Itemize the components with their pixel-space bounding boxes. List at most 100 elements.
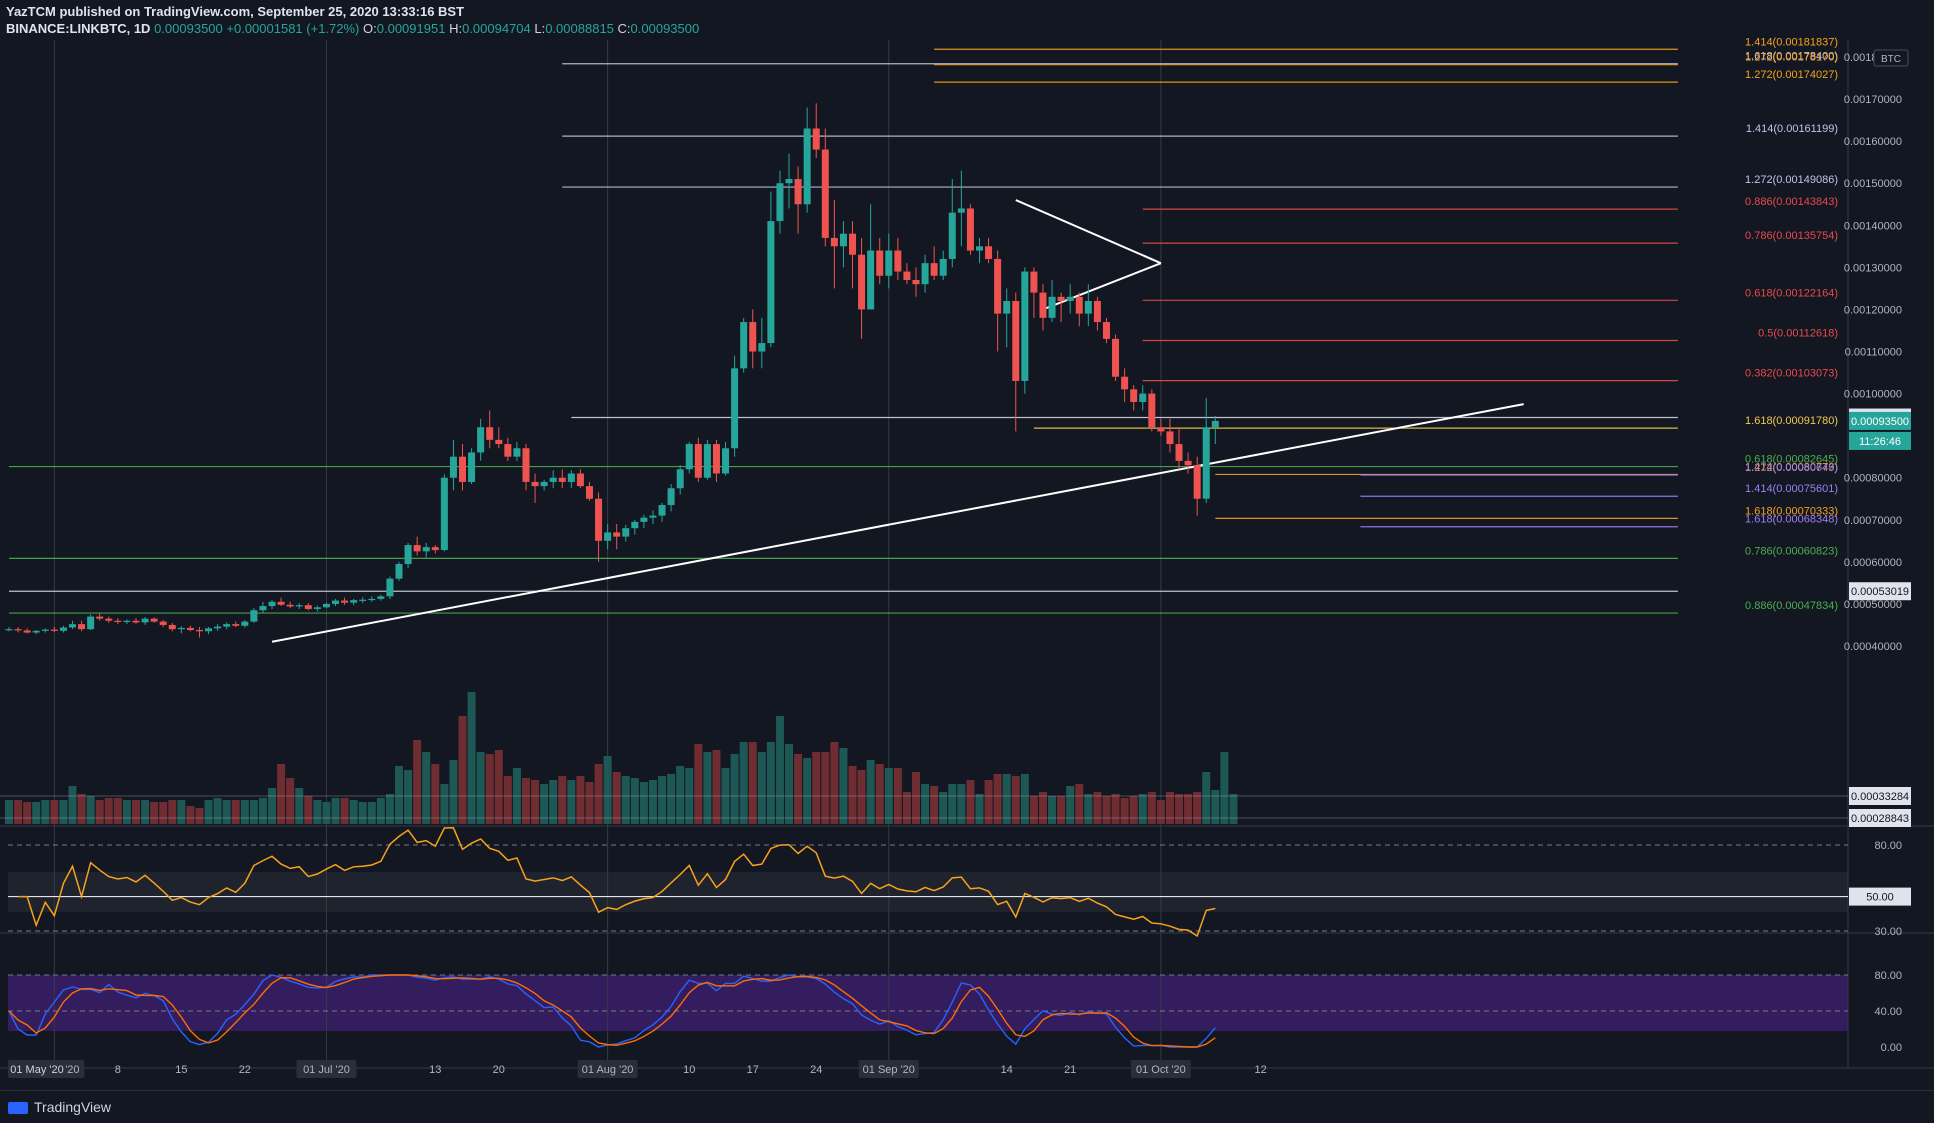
tradingview-logo[interactable]: TradingView: [8, 1099, 111, 1115]
candle-body[interactable]: [195, 630, 203, 632]
candle-body[interactable]: [703, 444, 711, 478]
candle-body[interactable]: [123, 620, 131, 622]
candle-body[interactable]: [1039, 292, 1047, 318]
candle-body[interactable]: [885, 250, 893, 276]
candle-body[interactable]: [350, 600, 358, 603]
candle-body[interactable]: [259, 606, 267, 611]
candle-body[interactable]: [595, 498, 603, 541]
candle-body[interactable]: [540, 481, 548, 487]
candle-body[interactable]: [576, 473, 584, 487]
candle-body[interactable]: [68, 624, 76, 628]
candle-body[interactable]: [322, 603, 330, 608]
candle-body[interactable]: [994, 258, 1002, 314]
trendline[interactable]: [1015, 199, 1162, 265]
candle-body[interactable]: [1184, 460, 1192, 466]
candle-body[interactable]: [1093, 301, 1101, 323]
candle-body[interactable]: [241, 621, 249, 626]
candle-body[interactable]: [830, 237, 838, 247]
candle-body[interactable]: [966, 208, 974, 251]
candle-body[interactable]: [740, 322, 748, 369]
candle-body[interactable]: [1003, 301, 1011, 314]
candle-body[interactable]: [1075, 296, 1083, 314]
candle-body[interactable]: [767, 221, 775, 344]
candle-body[interactable]: [268, 601, 276, 607]
candle-body[interactable]: [232, 624, 240, 626]
candle-body[interactable]: [985, 246, 993, 259]
candle-body[interactable]: [87, 616, 95, 630]
candle-body[interactable]: [332, 600, 340, 604]
candle-body[interactable]: [1112, 338, 1120, 377]
candle-body[interactable]: [722, 448, 730, 474]
candle-body[interactable]: [640, 517, 648, 522]
candle-body[interactable]: [223, 624, 231, 627]
candle-body[interactable]: [141, 618, 149, 623]
candle-body[interactable]: [567, 473, 575, 482]
candle-body[interactable]: [1102, 322, 1110, 339]
candle-body[interactable]: [585, 486, 593, 499]
candle-body[interactable]: [477, 427, 485, 453]
candle-body[interactable]: [504, 444, 512, 457]
candle-body[interactable]: [948, 212, 956, 259]
candle-body[interactable]: [440, 477, 448, 551]
candle-body[interactable]: [186, 627, 194, 631]
candle-body[interactable]: [495, 439, 503, 445]
candle-body[interactable]: [1030, 271, 1038, 293]
candle-body[interactable]: [96, 616, 104, 619]
candle-body[interactable]: [422, 547, 430, 552]
candle-body[interactable]: [1021, 271, 1029, 381]
candle-body[interactable]: [1193, 465, 1201, 499]
candle-body[interactable]: [957, 208, 965, 213]
candle-body[interactable]: [658, 505, 666, 516]
candle-body[interactable]: [1139, 393, 1147, 402]
candle-body[interactable]: [114, 620, 122, 622]
candle-body[interactable]: [59, 627, 67, 631]
candle-body[interactable]: [132, 620, 140, 623]
candle-body[interactable]: [667, 488, 675, 506]
candle-body[interactable]: [205, 628, 213, 632]
candle-body[interactable]: [5, 629, 13, 631]
candle-body[interactable]: [286, 604, 294, 607]
candle-body[interactable]: [604, 532, 612, 541]
candle-body[interactable]: [622, 528, 630, 537]
candle-body[interactable]: [858, 254, 866, 310]
candle-body[interactable]: [78, 624, 86, 630]
candle-body[interactable]: [1130, 389, 1138, 402]
candle-body[interactable]: [712, 444, 720, 474]
candle-body[interactable]: [395, 563, 403, 579]
candle-body[interactable]: [1166, 431, 1174, 445]
candle-body[interactable]: [549, 477, 557, 482]
candle-body[interactable]: [431, 547, 439, 551]
candle-body[interactable]: [159, 621, 167, 625]
candle-body[interactable]: [803, 128, 811, 205]
candle-body[interactable]: [812, 128, 820, 150]
candle-body[interactable]: [685, 444, 693, 470]
candle-body[interactable]: [295, 605, 303, 607]
candle-body[interactable]: [676, 469, 684, 489]
candle-body[interactable]: [404, 545, 412, 564]
candle-body[interactable]: [368, 598, 376, 601]
currency-badge[interactable]: [1873, 49, 1909, 67]
candle-body[interactable]: [894, 250, 902, 272]
candle-body[interactable]: [386, 578, 394, 597]
candle-body[interactable]: [341, 600, 349, 603]
chart-canvas[interactable]: 0.001800000.001700000.001600000.00150000…: [0, 0, 1934, 1090]
candle-body[interactable]: [513, 448, 521, 457]
candle-body[interactable]: [531, 481, 539, 487]
candle-body[interactable]: [839, 233, 847, 247]
candle-body[interactable]: [359, 599, 367, 601]
candle-body[interactable]: [903, 271, 911, 280]
candle-body[interactable]: [776, 183, 784, 222]
candle-body[interactable]: [150, 618, 158, 622]
candle-body[interactable]: [449, 456, 457, 478]
candle-body[interactable]: [785, 179, 793, 184]
candle-body[interactable]: [1157, 427, 1165, 432]
candle-body[interactable]: [939, 258, 947, 276]
candle-body[interactable]: [1211, 420, 1219, 428]
candle-body[interactable]: [821, 149, 829, 238]
candle-body[interactable]: [849, 233, 857, 255]
trendline[interactable]: [271, 403, 1524, 643]
candle-body[interactable]: [413, 545, 421, 552]
candle-body[interactable]: [522, 448, 530, 482]
candle-body[interactable]: [177, 627, 185, 630]
candle-body[interactable]: [613, 532, 621, 537]
